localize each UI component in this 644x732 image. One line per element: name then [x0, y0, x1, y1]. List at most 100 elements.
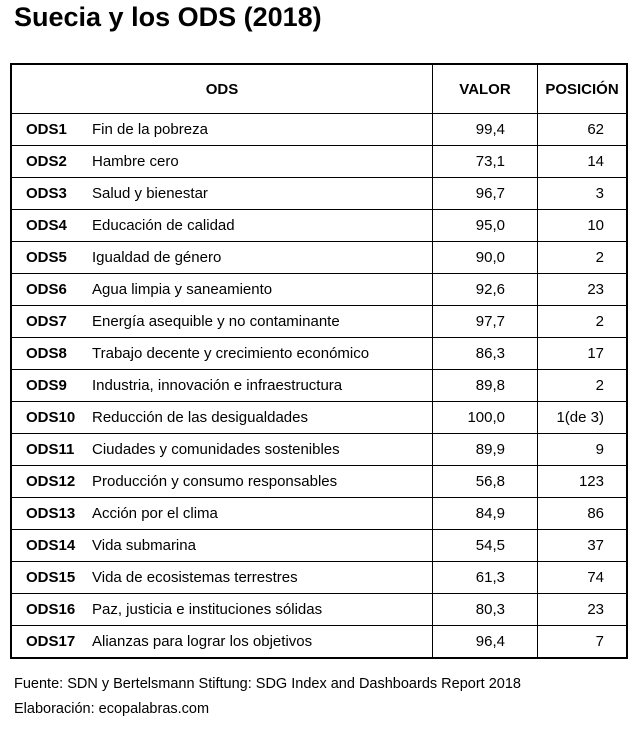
table-row: ODS2 Hambre cero 73,1 14: [10, 145, 628, 178]
ods-cell: ODS14 Vida submarina: [10, 529, 433, 562]
ods-cell: ODS17 Alianzas para lograr los objetivos: [10, 625, 433, 659]
ods-code: ODS4: [26, 217, 67, 234]
ods-code: ODS3: [26, 185, 67, 202]
table-row: ODS12 Producción y consumo responsables 56…: [10, 465, 628, 498]
posicion-cell: 7: [537, 625, 628, 659]
ods-code: ODS10: [26, 409, 76, 426]
valor-cell: 80,3: [432, 593, 538, 626]
posicion-cell: 2: [537, 305, 628, 338]
table-row: ODS1 Fin de la pobreza 99,4 62: [10, 113, 628, 146]
valor-cell: 73,1: [432, 145, 538, 178]
table-header: ODS VALOR POSICIÓN: [10, 63, 628, 114]
ods-cell: ODS2 Hambre cero: [10, 145, 433, 178]
posicion-cell: 2: [537, 241, 628, 274]
ods-table: ODS VALOR POSICIÓN ODS1 Fin de la pobreza…: [10, 63, 628, 659]
table-row: ODS8 Trabajo decente y crecimiento económ…: [10, 337, 628, 370]
ods-code: ODS6: [26, 281, 67, 298]
ods-name: Igualdad de género: [92, 249, 222, 266]
posicion-cell: 10: [537, 209, 628, 242]
ods-code: ODS9: [26, 377, 67, 394]
table-row: ODS7 Energía asequible y no contaminante 9…: [10, 305, 628, 338]
header-ods: ODS: [10, 63, 433, 114]
table-row: ODS17 Alianzas para lograr los objetivos 9…: [10, 625, 628, 659]
header-posicion: POSICIÓN: [537, 63, 628, 114]
ods-code: ODS17: [26, 633, 76, 650]
ods-code: ODS7: [26, 313, 67, 330]
valor-cell: 99,4: [432, 113, 538, 146]
posicion-cell: 14: [537, 145, 628, 178]
ods-name: Reducción de las desigualdades: [92, 409, 308, 426]
ods-code: ODS2: [26, 153, 67, 170]
table-row: ODS5 Igualdad de género 90,0 2: [10, 241, 628, 274]
valor-cell: 100,0: [432, 401, 538, 434]
posicion-cell: 37: [537, 529, 628, 562]
valor-cell: 61,3: [432, 561, 538, 594]
posicion-cell: 3: [537, 177, 628, 210]
ods-cell: ODS5 Igualdad de género: [10, 241, 433, 274]
valor-cell: 54,5: [432, 529, 538, 562]
valor-cell: 89,9: [432, 433, 538, 466]
table-row: ODS15 Vida de ecosistemas terrestres 61,3 7…: [10, 561, 628, 594]
table-row: ODS6 Agua limpia y saneamiento 92,6 23: [10, 273, 628, 306]
valor-cell: 56,8: [432, 465, 538, 498]
ods-name: Acción por el clima: [92, 505, 218, 522]
valor-cell: 92,6: [432, 273, 538, 306]
ods-name: Vida submarina: [92, 537, 196, 554]
ods-cell: ODS11 Ciudades y comunidades sostenibles: [10, 433, 433, 466]
valor-cell: 90,0: [432, 241, 538, 274]
ods-code: ODS13: [26, 505, 76, 522]
ods-name: Paz, justicia e instituciones sólidas: [92, 601, 323, 618]
page-title: Suecia y los ODS (2018): [14, 2, 322, 32]
table-row: ODS10 Reducción de las desigualdades 100,0…: [10, 401, 628, 434]
ods-cell: ODS13 Acción por el clima: [10, 497, 433, 530]
ods-code: ODS15: [26, 569, 76, 586]
ods-name: Energía asequible y no contaminante: [92, 313, 340, 330]
posicion-cell: 74: [537, 561, 628, 594]
ods-name: Agua limpia y saneamiento: [92, 281, 273, 298]
ods-cell: ODS8 Trabajo decente y crecimiento económ…: [10, 337, 433, 370]
posicion-cell: 123: [537, 465, 628, 498]
ods-code: ODS16: [26, 601, 76, 618]
ods-name: Ciudades y comunidades sostenibles: [92, 441, 340, 458]
posicion-cell: 9: [537, 433, 628, 466]
valor-cell: 84,9: [432, 497, 538, 530]
ods-name: Hambre cero: [92, 153, 179, 170]
table-row: ODS13 Acción por el clima 84,9 86: [10, 497, 628, 530]
valor-cell: 96,4: [432, 625, 538, 659]
ods-name: Producción y consumo responsables: [92, 473, 338, 490]
ods-cell: ODS1 Fin de la pobreza: [10, 113, 433, 146]
ods-code: ODS11: [26, 441, 75, 458]
valor-cell: 96,7: [432, 177, 538, 210]
valor-cell: 95,0: [432, 209, 538, 242]
ods-code: ODS8: [26, 345, 67, 362]
table-row: ODS9 Industria, innovación e infraestruct…: [10, 369, 628, 402]
table-row: ODS14 Vida submarina 54,5 37: [10, 529, 628, 562]
ods-code: ODS12: [26, 473, 76, 490]
posicion-cell: 62: [537, 113, 628, 146]
ods-cell: ODS4 Educación de calidad: [10, 209, 433, 242]
header-valor: VALOR: [432, 63, 538, 114]
valor-cell: 86,3: [432, 337, 538, 370]
ods-name: Educación de calidad: [92, 217, 235, 234]
table-row: ODS4 Educación de calidad 95,0 10: [10, 209, 628, 242]
ods-cell: ODS7 Energía asequible y no contaminante: [10, 305, 433, 338]
ods-name: Alianzas para lograr los objetivos: [92, 633, 313, 650]
credit-note: Elaboración: ecopalabras.com: [14, 701, 210, 717]
posicion-cell: 2: [537, 369, 628, 402]
ods-cell: ODS16 Paz, justicia e instituciones sólid…: [10, 593, 433, 626]
valor-cell: 89,8: [432, 369, 538, 402]
ods-name: Vida de ecosistemas terrestres: [92, 569, 298, 586]
ods-cell: ODS12 Producción y consumo responsables: [10, 465, 433, 498]
ods-code: ODS14: [26, 537, 76, 554]
ods-name: Fin de la pobreza: [92, 121, 208, 138]
ods-code: ODS1: [26, 121, 67, 138]
ods-code: ODS5: [26, 249, 67, 266]
table-row: ODS11 Ciudades y comunidades sostenibles 8…: [10, 433, 628, 466]
source-note: Fuente: SDN y Bertelsmann Stiftung: SDG …: [14, 676, 521, 692]
ods-cell: ODS10 Reducción de las desigualdades: [10, 401, 433, 434]
posicion-cell: 1(de 3): [537, 401, 628, 434]
ods-name: Industria, innovación e infraestructura: [92, 377, 343, 394]
table-row: ODS16 Paz, justicia e instituciones sólid…: [10, 593, 628, 626]
table-row: ODS3 Salud y bienestar 96,7 3: [10, 177, 628, 210]
posicion-cell: 86: [537, 497, 628, 530]
